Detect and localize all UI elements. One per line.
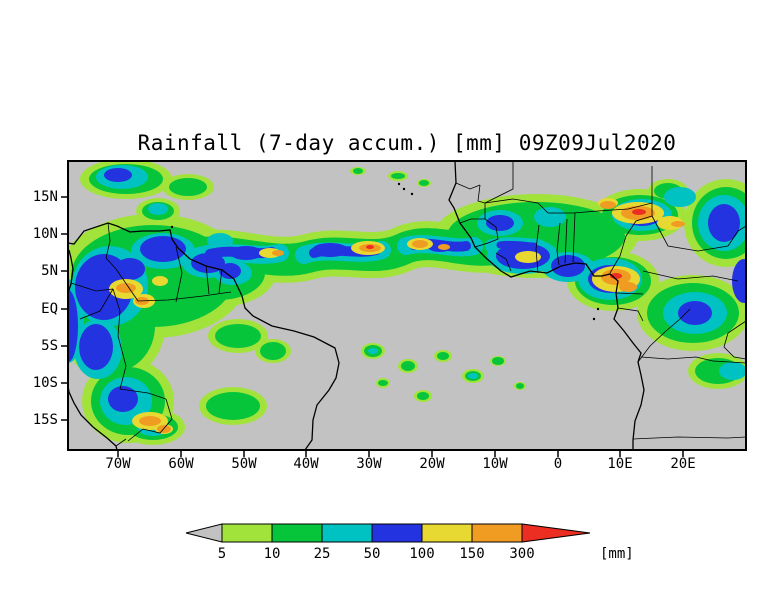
colorbar-label-100: 100	[409, 546, 435, 562]
lon-tick-marks	[117, 450, 684, 457]
lat-label-5s: 5S	[41, 338, 58, 354]
colorbar-label-10: 10	[263, 546, 281, 562]
colorbar-segment-25-50	[321, 523, 373, 543]
lon-label-70w: 70W	[105, 456, 131, 472]
colorbar	[185, 523, 591, 543]
colorbar-segment-150-300	[471, 523, 523, 543]
lat-label-10s: 10S	[32, 375, 58, 391]
map-frame	[67, 160, 747, 451]
colorbar-segment-50-100	[371, 523, 423, 543]
colorbar-segment-below-5	[185, 523, 223, 543]
rain-layer-red	[366, 209, 646, 279]
colorbar-label-50: 50	[363, 546, 381, 562]
country-borders	[70, 161, 746, 447]
lon-label-50w: 50W	[231, 456, 257, 472]
coastlines	[68, 161, 645, 450]
colorbar-unit-label: [mm]	[600, 546, 634, 562]
lon-label-20e: 20E	[670, 456, 696, 472]
colorbar-segment-100-150	[421, 523, 473, 543]
lat-label-eq: EQ	[41, 301, 58, 317]
colorbar-label-300: 300	[509, 546, 535, 562]
lat-label-5n: 5N	[41, 263, 58, 279]
map-area	[68, 161, 746, 450]
lat-tick-marks	[61, 196, 68, 421]
lon-label-10e: 10E	[607, 456, 633, 472]
island-dots	[170, 182, 600, 321]
colorbar-label-25: 25	[313, 546, 331, 562]
plot-title: Rainfall (7-day accum.) [mm] 09Z09Jul202…	[137, 131, 677, 155]
lon-label-40w: 40W	[293, 456, 319, 472]
colorbar-label-150: 150	[459, 546, 485, 562]
colorbar-label-5: 5	[217, 546, 227, 562]
lat-label-10n: 10N	[32, 226, 58, 242]
lon-label-10w: 10W	[482, 456, 508, 472]
lon-label-0: 0	[553, 456, 563, 472]
colorbar-segment-above-300	[521, 523, 591, 543]
lat-label-15n: 15N	[32, 189, 58, 205]
lon-label-20w: 20W	[419, 456, 445, 472]
lon-label-30w: 30W	[356, 456, 382, 472]
colorbar-segment-5-10	[221, 523, 273, 543]
colorbar-segment-10-25	[271, 523, 323, 543]
lon-label-60w: 60W	[168, 456, 194, 472]
lat-label-15s: 15S	[32, 412, 58, 428]
